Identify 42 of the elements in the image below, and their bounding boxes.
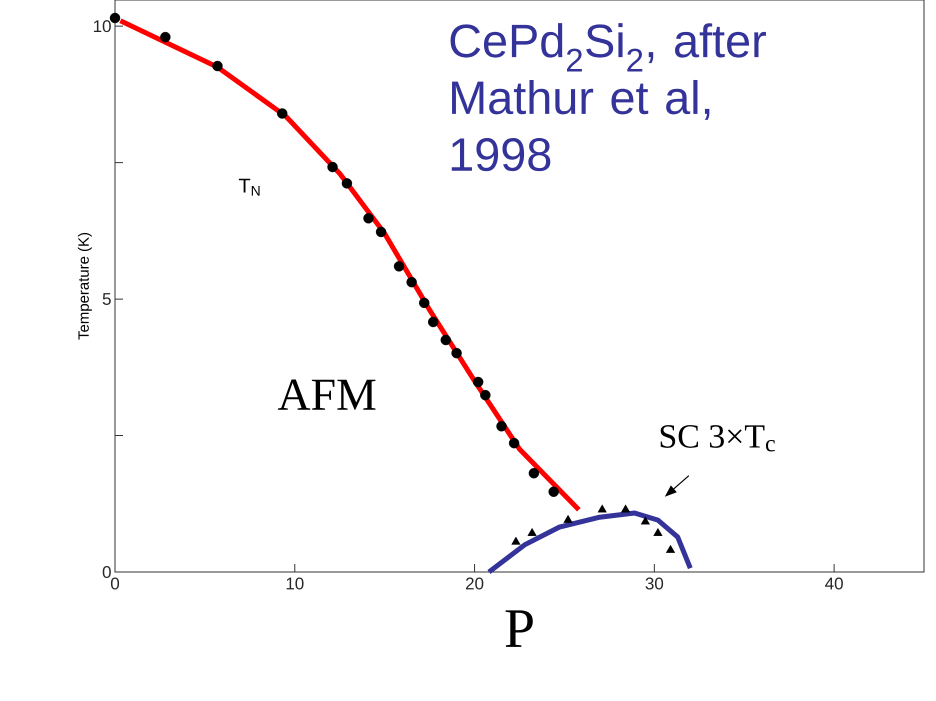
- point: [451, 348, 462, 358]
- point: [212, 60, 223, 72]
- point: [508, 438, 520, 448]
- point: [376, 226, 386, 238]
- point: [528, 468, 540, 478]
- text: CePd$_{2}$Si$_{2}$, after Mathur et al, 1998: [450, 23, 766, 172]
- point: [640, 516, 650, 524]
- x-tick-label: 30: [646, 578, 664, 590]
- point: [110, 12, 120, 24]
- point: [394, 261, 404, 272]
- y-axis-title: Temperature (K): [78, 232, 92, 340]
- point: [666, 544, 676, 553]
- x-axis-title: P: [506, 610, 533, 647]
- y-tick-label: 0: [102, 566, 111, 578]
- x-tick-label: 20: [466, 578, 484, 590]
- point: [511, 536, 520, 545]
- point: [160, 32, 171, 42]
- annotation: SC 3×T$_{c}$: [660, 425, 775, 452]
- point: [598, 504, 607, 512]
- x-tick-label: 40: [825, 578, 843, 590]
- point: [428, 316, 438, 328]
- point: [327, 162, 338, 172]
- point: [472, 376, 484, 388]
- x-tick-label: 0: [110, 578, 120, 590]
- point: [363, 213, 374, 224]
- point: [653, 528, 662, 536]
- point: [496, 421, 507, 432]
- annotation: T$_{N}$: [238, 178, 260, 196]
- y-tick-label: 5: [102, 293, 111, 305]
- point: [342, 178, 352, 189]
- point: [528, 528, 537, 536]
- point: [480, 390, 491, 400]
- point: [406, 276, 417, 288]
- point: [548, 486, 559, 497]
- point: [564, 514, 573, 523]
- y-tick-label: 10: [94, 20, 111, 32]
- x-tick-label: 10: [286, 578, 304, 590]
- annotation: AFM: [278, 379, 376, 410]
- point: [621, 504, 630, 512]
- point: [277, 108, 288, 119]
- point: [419, 298, 430, 308]
- point: [440, 334, 451, 346]
